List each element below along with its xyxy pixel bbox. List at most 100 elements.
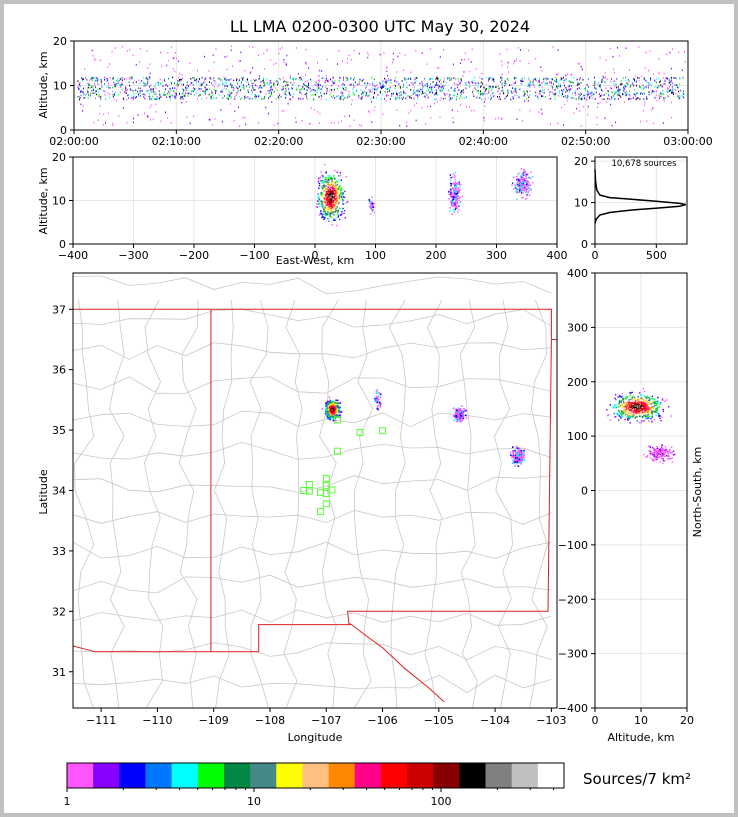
time-source-point [285, 87, 287, 90]
time-source-point [304, 84, 306, 86]
ns-source-point [643, 412, 645, 414]
time-source-point [484, 87, 486, 89]
ns-alt-tick-label: 0 [592, 714, 599, 727]
time-source-point [345, 87, 347, 89]
ew-source-point [522, 189, 524, 191]
time-source-point [139, 92, 141, 95]
time-source-point [660, 86, 662, 88]
ns-source-point [620, 405, 622, 407]
time-source-point [466, 106, 467, 108]
ew-source-point [326, 202, 328, 204]
ns-source-point [658, 406, 660, 408]
time-source-point [663, 98, 665, 100]
time-source-point [151, 91, 152, 93]
time-source-point [209, 81, 211, 83]
time-source-point [286, 85, 288, 87]
time-source-point [572, 92, 574, 95]
ew-source-point [373, 202, 375, 205]
time-source-point [292, 96, 294, 98]
time-source-point [185, 86, 186, 89]
time-source-point [601, 89, 602, 91]
ew-source-point [452, 188, 455, 190]
ns-source-point [620, 400, 623, 402]
time-source-point [275, 80, 277, 82]
time-source-point [564, 84, 565, 87]
time-source-point [599, 95, 601, 98]
time-source-point [452, 121, 454, 124]
ns-source-point [649, 406, 651, 409]
time-source-point [451, 97, 453, 99]
time-source-point [660, 95, 662, 98]
time-source-point [200, 88, 202, 90]
time-source-point [571, 85, 572, 87]
time-source-point [648, 69, 649, 72]
ns-source-point [635, 406, 637, 409]
ew-source-point [337, 213, 339, 215]
ew-source-point [333, 205, 336, 208]
time-source-point [208, 118, 210, 121]
ns-source-point [648, 403, 650, 406]
time-source-point [295, 47, 297, 49]
time-source-point [173, 95, 175, 98]
ns-source-point [644, 414, 647, 416]
ew-source-point [454, 205, 457, 207]
ew-source-point [335, 191, 337, 194]
time-source-point [137, 90, 138, 93]
time-source-point [306, 89, 308, 91]
time-source-point [618, 93, 620, 95]
ew-source-point [330, 176, 332, 178]
time-source-point [91, 79, 93, 82]
ns-source-point [614, 397, 616, 399]
time-source-point [510, 98, 512, 101]
time-source-point [424, 92, 426, 94]
time-source-point [399, 97, 401, 100]
ns-source-point [625, 404, 628, 406]
ew-source-point [328, 197, 331, 200]
ew-source-point [323, 216, 325, 218]
ns-source-point [659, 453, 662, 455]
time-source-point [102, 124, 104, 126]
time-source-point [396, 91, 398, 94]
colorbar-cell [276, 763, 303, 788]
time-source-point [469, 106, 470, 108]
map-source-point [516, 457, 518, 459]
ew-source-point [336, 224, 338, 227]
time-source-point [201, 76, 203, 79]
map-source-point [517, 449, 520, 452]
time-source-point [364, 87, 366, 89]
map-source-point [510, 454, 512, 456]
ns-source-point [659, 415, 661, 417]
ew-source-point [321, 217, 323, 219]
time-source-point [529, 85, 531, 88]
ew-source-point [338, 193, 340, 195]
time-source-point [499, 53, 501, 55]
time-source-point [576, 78, 578, 81]
time-source-point [317, 83, 319, 85]
ew-source-point [319, 176, 322, 178]
ns-source-point [625, 412, 628, 415]
ew-source-point [337, 191, 339, 193]
ew-source-point [334, 182, 337, 184]
ew-source-point [325, 185, 327, 187]
ns-source-point [625, 410, 627, 412]
ns-source-point [621, 395, 623, 398]
ew-source-point [330, 201, 333, 204]
time-source-point [674, 77, 676, 79]
time-source-point [501, 82, 503, 85]
time-source-point [275, 98, 277, 100]
map-source-point [514, 449, 516, 452]
ns-source-point [629, 416, 632, 418]
time-source-point [97, 119, 99, 121]
time-source-point [628, 80, 630, 83]
time-source-point [94, 91, 96, 93]
ns-source-point [659, 461, 661, 463]
ns-source-point [639, 410, 641, 412]
time-source-point [465, 96, 467, 99]
time-source-point [240, 83, 242, 85]
colorbar-cell [197, 763, 225, 788]
time-source-point [582, 78, 584, 81]
time-source-point [658, 72, 660, 75]
time-source-point [203, 81, 205, 84]
time-source-point [358, 95, 360, 97]
ns-source-point [630, 416, 633, 418]
